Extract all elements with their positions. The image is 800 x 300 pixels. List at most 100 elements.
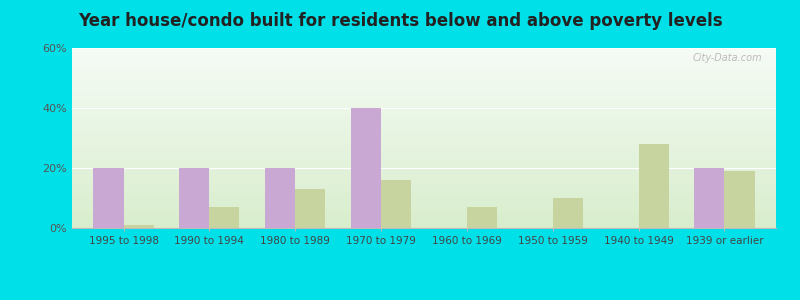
Bar — [72, 226, 776, 228]
Bar — [72, 158, 776, 160]
Bar — [72, 145, 776, 147]
Bar — [210, 207, 239, 228]
Bar — [72, 48, 776, 50]
Bar — [72, 70, 776, 71]
Bar — [72, 107, 776, 109]
Bar — [72, 53, 776, 55]
Bar — [72, 138, 776, 140]
Bar — [694, 168, 725, 228]
Bar — [72, 223, 776, 224]
Bar — [72, 221, 776, 223]
Bar — [72, 149, 776, 151]
Bar — [72, 127, 776, 129]
Bar — [725, 171, 754, 228]
Bar — [72, 82, 776, 84]
Bar — [72, 224, 776, 226]
Bar — [72, 66, 776, 68]
Text: City-Data.com: City-Data.com — [692, 53, 762, 63]
Bar — [553, 198, 583, 228]
Bar — [72, 64, 776, 66]
Bar — [72, 181, 776, 183]
Bar — [72, 190, 776, 192]
Bar — [72, 57, 776, 59]
Bar — [72, 95, 776, 97]
Bar — [72, 212, 776, 214]
Bar — [72, 170, 776, 172]
Bar — [72, 196, 776, 197]
Bar — [72, 201, 776, 203]
Text: Year house/condo built for residents below and above poverty levels: Year house/condo built for residents bel… — [78, 12, 722, 30]
Bar — [72, 131, 776, 133]
Bar — [72, 147, 776, 149]
Bar — [72, 61, 776, 62]
Bar — [72, 136, 776, 138]
Bar — [72, 161, 776, 163]
Bar — [72, 50, 776, 52]
Bar — [72, 124, 776, 125]
Bar — [72, 185, 776, 187]
Bar — [179, 168, 210, 228]
Bar — [72, 73, 776, 75]
Bar — [638, 144, 669, 228]
Bar — [351, 108, 381, 228]
Bar — [72, 113, 776, 115]
Bar — [265, 168, 295, 228]
Bar — [381, 180, 411, 228]
Bar — [72, 183, 776, 185]
Bar — [123, 225, 154, 228]
Bar — [72, 179, 776, 181]
Bar — [72, 154, 776, 156]
Bar — [72, 122, 776, 124]
Bar — [72, 129, 776, 131]
Bar — [72, 88, 776, 89]
Bar — [72, 98, 776, 100]
Bar — [72, 192, 776, 194]
Bar — [72, 160, 776, 161]
Bar — [72, 102, 776, 104]
Bar — [72, 167, 776, 169]
Bar — [72, 188, 776, 190]
Bar — [72, 118, 776, 120]
Bar — [72, 178, 776, 179]
Bar — [72, 84, 776, 86]
Bar — [72, 91, 776, 93]
Bar — [72, 106, 776, 107]
Bar — [72, 142, 776, 143]
Bar — [72, 214, 776, 215]
Bar — [72, 62, 776, 64]
Bar — [72, 194, 776, 196]
Bar — [72, 134, 776, 136]
Bar — [72, 71, 776, 73]
Bar — [72, 208, 776, 210]
Bar — [72, 156, 776, 158]
Bar — [72, 75, 776, 77]
Bar — [72, 165, 776, 167]
Bar — [72, 79, 776, 80]
Bar — [72, 169, 776, 170]
Bar — [72, 86, 776, 88]
Bar — [72, 89, 776, 91]
Bar — [72, 80, 776, 82]
Bar — [72, 143, 776, 145]
Bar — [94, 168, 123, 228]
Bar — [72, 215, 776, 217]
Bar — [72, 210, 776, 212]
Bar — [72, 199, 776, 201]
Bar — [72, 109, 776, 111]
Bar — [72, 59, 776, 61]
Bar — [72, 77, 776, 79]
Bar — [72, 151, 776, 152]
Bar — [72, 203, 776, 205]
Bar — [72, 115, 776, 116]
Bar — [72, 68, 776, 70]
Bar — [72, 187, 776, 188]
Bar — [72, 172, 776, 174]
Bar — [72, 133, 776, 134]
Bar — [72, 120, 776, 122]
Bar — [72, 52, 776, 53]
Bar — [72, 93, 776, 95]
Bar — [72, 174, 776, 176]
Bar — [72, 163, 776, 165]
Bar — [72, 104, 776, 106]
Bar — [72, 176, 776, 178]
